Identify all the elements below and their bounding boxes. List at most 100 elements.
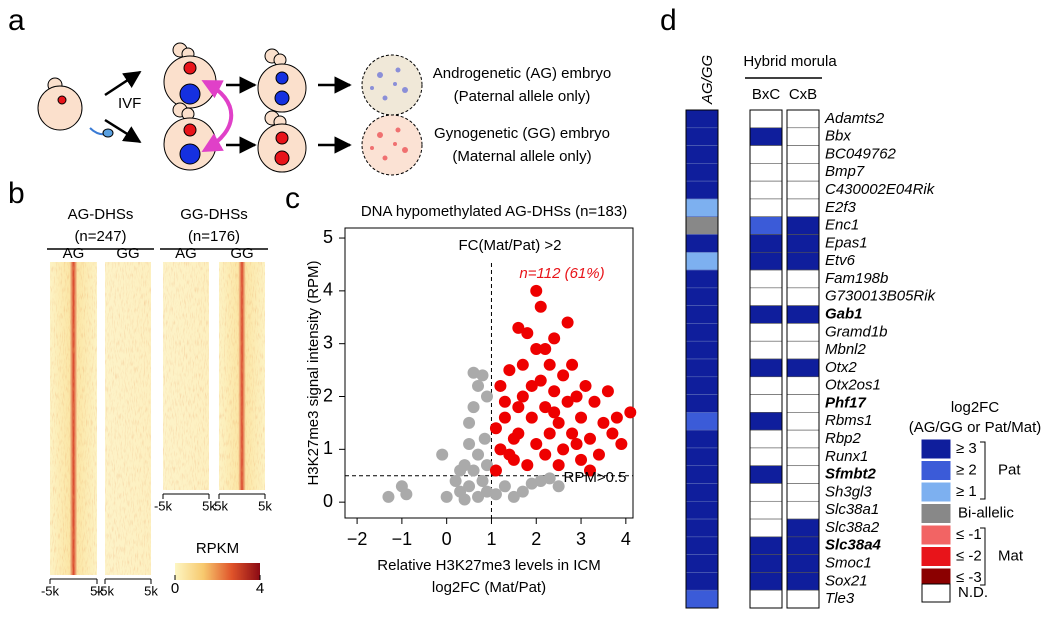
heatmap-cell xyxy=(685,429,719,449)
point xyxy=(498,480,511,493)
heatmap-cell xyxy=(685,376,719,395)
hybrid-header: Hybrid morula xyxy=(743,53,837,70)
heatmap-cell xyxy=(685,198,719,218)
heatmap-cell xyxy=(786,465,820,484)
point xyxy=(552,416,565,429)
heatmap-cell xyxy=(786,216,820,235)
y-tick-label: 0 xyxy=(323,491,333,511)
heatmap-cell xyxy=(749,536,783,555)
gene-label: Gab1 xyxy=(825,306,863,323)
heatmap-cell xyxy=(786,163,820,182)
point xyxy=(489,422,502,435)
heatmap-cell xyxy=(786,572,820,591)
heatmap-cell xyxy=(685,109,719,129)
point xyxy=(458,493,471,506)
colorbar-tick-label: 4 xyxy=(256,580,264,597)
heatmap-cell xyxy=(685,145,719,164)
heatmap-cell xyxy=(786,554,820,573)
point xyxy=(463,416,476,429)
column-frame xyxy=(685,109,719,609)
legend-bracket xyxy=(980,527,986,586)
heatmap-cell xyxy=(749,465,783,484)
legend-swatch xyxy=(921,525,951,545)
heatmap-cell xyxy=(685,589,719,609)
heatmap-cell xyxy=(685,163,719,182)
heatmap-cell xyxy=(786,340,820,360)
point xyxy=(489,488,502,501)
heatmap-cell xyxy=(786,447,820,467)
gene-label: Sfmbt2 xyxy=(825,466,876,483)
point xyxy=(610,411,623,424)
heatmap-cell xyxy=(749,198,783,218)
heatmap-cell xyxy=(685,572,719,591)
point xyxy=(467,401,480,414)
point xyxy=(489,464,502,477)
legend-swatch xyxy=(921,439,951,459)
heatmap-cell xyxy=(786,198,820,218)
point xyxy=(584,464,597,477)
ivf-label: IVF xyxy=(118,95,141,112)
x-tick-label: 5k xyxy=(144,583,158,598)
column-label: GG xyxy=(116,245,139,262)
heatmap-cell xyxy=(749,394,783,413)
point xyxy=(498,411,511,424)
gene-label: Gramd1b xyxy=(825,323,888,340)
heatmap-cell xyxy=(685,358,719,378)
gene-label: Sox21 xyxy=(825,572,868,589)
y-tick-label: 4 xyxy=(323,280,333,300)
point xyxy=(454,464,467,477)
heatmap-cell xyxy=(685,216,719,235)
point xyxy=(588,395,601,408)
panel-label: c xyxy=(285,182,300,215)
gene-label: Enc1 xyxy=(825,217,859,234)
group-title: AG-DHSs xyxy=(68,206,134,223)
point xyxy=(601,385,614,398)
ag-embryo-note: (Paternal allele only) xyxy=(454,88,591,105)
point xyxy=(436,448,449,461)
legend-swatch xyxy=(921,482,951,502)
point xyxy=(592,448,605,461)
gene-label: Runx1 xyxy=(825,448,868,465)
point xyxy=(530,284,543,297)
legend-label: ≥ 2 xyxy=(956,461,977,478)
heatmap-cell xyxy=(685,518,719,538)
heatmap-cell xyxy=(749,109,783,129)
heatmap-cell xyxy=(749,323,783,342)
legend-swatch xyxy=(921,504,951,523)
gene-label: Fam198b xyxy=(825,270,888,287)
heatmap-cell xyxy=(786,251,820,271)
heatmap-cell xyxy=(749,340,783,360)
heatmap-cell xyxy=(749,376,783,395)
heatmap-cell xyxy=(786,394,820,413)
point xyxy=(530,342,543,355)
gene-label: Rbp2 xyxy=(825,430,862,447)
heatmap-cell xyxy=(749,287,783,306)
column-label: BxC xyxy=(752,86,781,103)
heatmap-cell xyxy=(749,518,783,538)
point xyxy=(512,401,525,414)
point xyxy=(507,490,520,503)
point xyxy=(516,485,529,498)
legend-swatch xyxy=(921,583,951,603)
panel-label: a xyxy=(8,4,25,37)
y-tick-label: 1 xyxy=(323,438,333,458)
legend-title: (AG/GG or Pat/Mat) xyxy=(909,419,1042,436)
colorbar xyxy=(175,563,260,580)
point xyxy=(478,432,491,445)
gene-label: BC049762 xyxy=(825,145,897,162)
legend-swatch xyxy=(921,547,951,566)
gene-label: Bbx xyxy=(825,128,851,145)
point xyxy=(521,459,534,472)
point xyxy=(516,358,529,371)
point xyxy=(463,438,476,451)
gene-label: Adamts2 xyxy=(824,110,885,127)
column-label: GG xyxy=(230,245,253,262)
point xyxy=(494,443,507,456)
heatmap-cell xyxy=(786,127,820,146)
point xyxy=(507,432,520,445)
legend-label: ≥ 1 xyxy=(956,483,977,500)
heatmap-cell xyxy=(786,109,820,129)
x-tick-label: 5k xyxy=(202,498,216,513)
heatmap-cell xyxy=(786,429,820,449)
